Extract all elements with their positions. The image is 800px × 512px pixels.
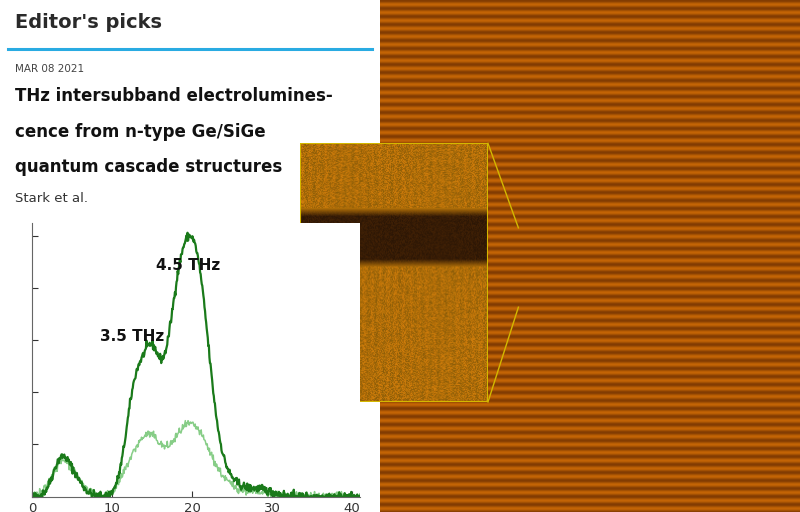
Text: cence from n-type Ge/SiGe: cence from n-type Ge/SiGe — [15, 123, 266, 141]
Text: 4.5 THz: 4.5 THz — [156, 258, 220, 273]
Text: Stark et al.: Stark et al. — [15, 192, 88, 205]
Text: quantum cascade structures: quantum cascade structures — [15, 158, 282, 176]
Text: 3.5 THz: 3.5 THz — [100, 329, 164, 345]
Text: Editor's picks: Editor's picks — [15, 13, 162, 32]
Text: THz intersubband electrolumines-: THz intersubband electrolumines- — [15, 87, 333, 105]
Text: MAR 08 2021: MAR 08 2021 — [15, 64, 84, 74]
